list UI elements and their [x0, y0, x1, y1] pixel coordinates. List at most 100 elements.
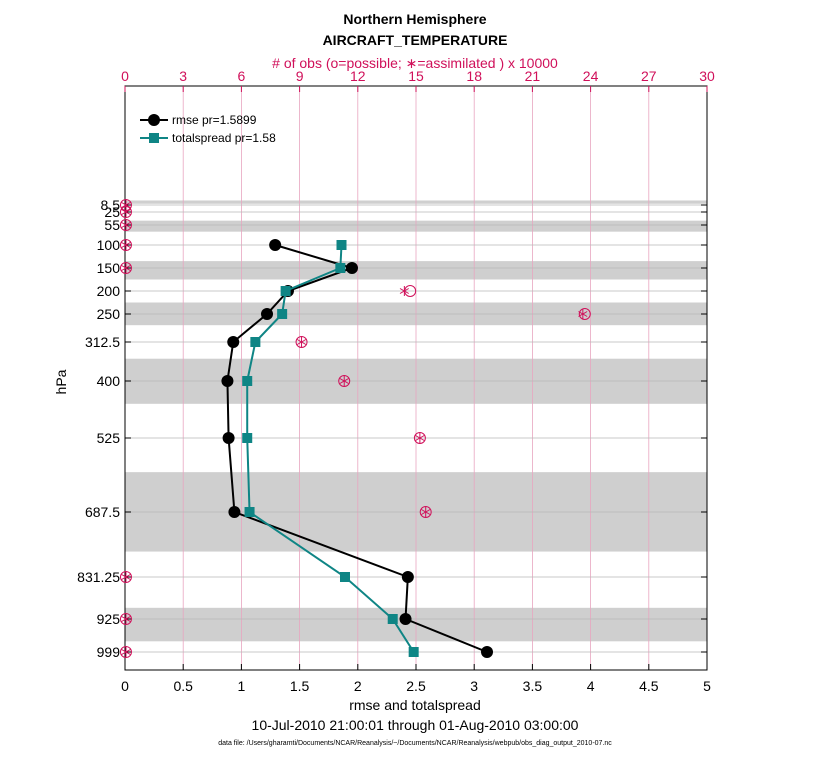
y-tick-label: 8.5 — [101, 197, 121, 213]
obs-possible-marker — [119, 571, 132, 583]
obs-assimilated-marker — [421, 507, 431, 517]
obs-markers — [119, 199, 591, 658]
y-tick-label: 525 — [97, 430, 121, 446]
obs-possible-marker — [119, 206, 132, 218]
top-tick-label: 30 — [699, 68, 715, 84]
series-point-0 — [221, 375, 234, 387]
series-point-1 — [387, 614, 398, 624]
x-tick-label: 4.5 — [639, 678, 659, 694]
obs-possible-marker — [419, 506, 432, 518]
top-tick-label: 12 — [350, 68, 366, 84]
bottom-x-ticks: 0 0.5 1 1.5 2 2.5 3 3.5 4 4.5 5 — [121, 664, 711, 694]
x-tick-label: 5 — [703, 678, 711, 694]
y-tick-label: 687.5 — [85, 504, 120, 520]
x-tick-label: 1 — [238, 678, 246, 694]
series-point-1 — [335, 263, 346, 273]
y-tick-label: 150 — [97, 260, 121, 276]
obs-possible-marker — [119, 646, 132, 658]
top-tick-label: 9 — [296, 68, 304, 84]
series-point-1 — [277, 309, 288, 319]
chart-subtitle: AIRCRAFT_TEMPERATURE — [323, 32, 508, 48]
series-lines — [221, 239, 494, 658]
top-axis-label: # of obs (o=possible; ∗=assimilated ) x … — [272, 55, 558, 71]
x-tick-label: 3.5 — [523, 678, 543, 694]
series-point-1 — [242, 376, 253, 386]
y-tick-label: 400 — [97, 373, 121, 389]
obs-possible-marker — [119, 613, 132, 625]
top-tick-label: 21 — [525, 68, 541, 84]
obs-assimilated-marker — [121, 572, 131, 582]
top-tick-label: 15 — [408, 68, 424, 84]
top-tick-label: 18 — [466, 68, 482, 84]
x-tick-label: 2.5 — [406, 678, 426, 694]
obs-possible-marker — [119, 219, 132, 231]
series-point-0 — [228, 506, 241, 518]
series-point-0 — [481, 646, 494, 658]
y-axis-label: hPa — [53, 369, 69, 394]
series-point-0 — [222, 432, 235, 444]
y-tick-label: 312.5 — [85, 334, 120, 350]
top-tick-label: 27 — [641, 68, 657, 84]
obs-assimilated-marker — [121, 220, 131, 230]
y-tick-label: 25 — [104, 204, 120, 220]
top-tick-label: 24 — [583, 68, 599, 84]
obs-possible-marker — [119, 239, 132, 251]
obs-possible-marker — [338, 375, 351, 387]
x-tick-label: 0.5 — [173, 678, 193, 694]
obs-possible-marker — [578, 308, 591, 320]
series-point-0 — [269, 239, 282, 251]
y-tick-label: 831.25 — [77, 569, 120, 585]
x-tick-label: 1.5 — [290, 678, 310, 694]
series-point-1 — [280, 286, 291, 296]
legend-label: totalspread pr=1.58 — [172, 131, 276, 145]
y-tick-label: 200 — [97, 283, 121, 299]
obs-assimilated-marker — [121, 263, 131, 273]
top-tick-label: 0 — [121, 68, 129, 84]
obs-assimilated-marker — [578, 309, 588, 319]
obs-assimilated-marker — [296, 337, 307, 347]
series-point-1 — [339, 572, 350, 582]
x-tick-label: 2 — [354, 678, 362, 694]
x-axis-label: rmse and totalspread — [349, 697, 481, 713]
x-tick-label: 3 — [470, 678, 478, 694]
series-point-1 — [242, 433, 253, 443]
obs-assimilated-marker — [399, 286, 409, 296]
top-tick-label: 3 — [179, 68, 187, 84]
series-point-0 — [261, 308, 274, 320]
legend-marker — [148, 114, 160, 126]
x-tick-label: 4 — [587, 678, 595, 694]
series-point-0 — [227, 336, 240, 348]
legend: rmse pr=1.5899 totalspread pr=1.58 — [140, 113, 276, 145]
obs-possible-marker — [119, 262, 132, 274]
y-tick-label: 925 — [97, 611, 121, 627]
top-x-ticks: 0 3 6 9 12 15 18 21 24 27 30 — [121, 68, 715, 92]
top-tick-label: 6 — [238, 68, 246, 84]
series-point-1 — [408, 647, 419, 657]
legend-label: rmse pr=1.5899 — [172, 113, 257, 127]
chart-title: Northern Hemisphere — [343, 11, 486, 27]
obs-assimilated-marker — [339, 376, 349, 386]
obs-possible-marker — [295, 336, 308, 348]
series-point-1 — [336, 240, 347, 250]
y-tick-label: 999 — [97, 644, 121, 660]
series-point-0 — [345, 262, 358, 274]
obs-assimilated-marker — [415, 433, 425, 443]
obs-assimilated-marker — [121, 647, 131, 657]
series-point-0 — [399, 613, 412, 625]
series-point-1 — [244, 507, 255, 517]
y-tick-label: 55 — [104, 217, 120, 233]
obs-assimilated-marker — [121, 614, 131, 624]
obs-possible-marker — [413, 432, 426, 444]
legend-marker — [149, 133, 159, 143]
series-point-1 — [250, 337, 261, 347]
obs-assimilated-marker — [121, 240, 131, 250]
obs-assimilated-marker — [121, 207, 131, 217]
y-tick-label: 100 — [97, 237, 121, 253]
time-range: 10-Jul-2010 21:00:01 through 01-Aug-2010… — [252, 717, 579, 733]
y-tick-label: 250 — [97, 306, 121, 322]
data-file-note: data file: /Users/gharamti/Documents/NCA… — [218, 740, 612, 747]
x-tick-label: 0 — [121, 678, 129, 694]
series-point-0 — [401, 571, 414, 583]
